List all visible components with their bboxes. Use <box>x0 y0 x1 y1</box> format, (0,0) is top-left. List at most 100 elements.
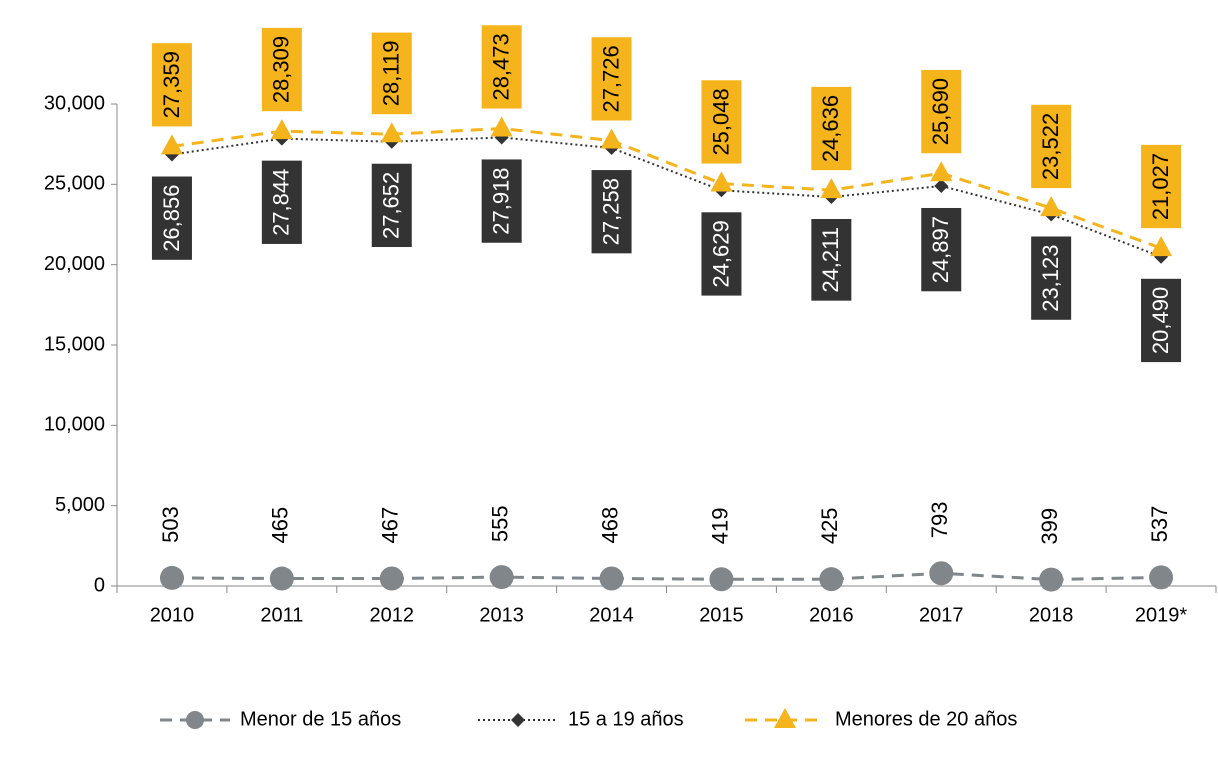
label-box <box>1141 278 1182 363</box>
data-label: 503 <box>158 506 183 543</box>
label-box <box>1031 236 1072 320</box>
data-label-group: 27,918 <box>481 159 522 243</box>
point <box>160 134 183 155</box>
data-label-group: 537 <box>1147 506 1172 543</box>
y-tick-label: 15,000 <box>44 333 105 355</box>
point <box>599 566 624 591</box>
y-tick-label: 10,000 <box>44 414 105 436</box>
data-label: 24,211 <box>818 227 843 293</box>
data-label: 24,629 <box>708 220 733 287</box>
label-box <box>371 163 412 248</box>
data-label: 23,522 <box>1038 113 1063 180</box>
data-label: 555 <box>487 505 512 542</box>
data-label-group: 24,897 <box>921 207 962 292</box>
data-label-group: 419 <box>707 508 732 545</box>
data-label: 467 <box>378 507 403 544</box>
data-label-group: 24,629 <box>701 212 742 296</box>
data-label: 399 <box>1037 508 1062 545</box>
series-line <box>171 127 1162 250</box>
data-label: 537 <box>1147 506 1172 543</box>
data-label-group: 467 <box>378 507 403 544</box>
data-label-group: 27,359 <box>151 43 192 127</box>
data-label: 28,309 <box>269 36 294 103</box>
legend-marker <box>511 713 525 727</box>
point <box>1040 196 1063 217</box>
data-label: 20,490 <box>1148 287 1173 354</box>
point <box>1039 567 1064 592</box>
label-box <box>591 170 632 254</box>
data-label-group: 21,027 <box>1141 144 1182 229</box>
point <box>819 567 844 592</box>
x-tick-label: 2016 <box>809 604 854 626</box>
point <box>269 566 294 591</box>
data-label: 28,119 <box>379 41 404 107</box>
label-box <box>151 43 192 127</box>
point <box>1150 236 1173 257</box>
label-box <box>1141 144 1182 229</box>
x-tick-label: 2010 <box>150 604 195 626</box>
point <box>600 128 623 149</box>
label-box <box>261 160 302 244</box>
data-label: 21,027 <box>1148 153 1173 220</box>
data-label: 25,048 <box>708 88 733 155</box>
point <box>270 119 293 140</box>
label-box <box>481 159 522 243</box>
label-box <box>1031 104 1072 189</box>
data-label-group: 793 <box>927 502 952 539</box>
label-box <box>701 80 742 164</box>
data-label-group: 20,490 <box>1141 278 1182 363</box>
y-tick-label: 0 <box>94 574 105 596</box>
data-label-group: 23,522 <box>1031 104 1072 189</box>
data-label: 27,844 <box>269 169 294 236</box>
point <box>490 116 513 137</box>
data-label: 24,897 <box>928 216 953 283</box>
x-tick-label: 2012 <box>370 604 415 626</box>
x-tick-label: 2019* <box>1135 604 1187 626</box>
point <box>934 178 949 193</box>
data-label: 27,726 <box>598 45 623 112</box>
series-line <box>171 571 1162 582</box>
legend-label: 15 a 19 años <box>568 708 684 730</box>
point <box>930 161 953 182</box>
data-label-group: 27,726 <box>591 37 632 121</box>
point <box>489 565 514 590</box>
data-label-group: 28,309 <box>261 27 302 112</box>
legend-marker <box>186 711 204 729</box>
data-label: 28,473 <box>488 33 513 100</box>
data-label-group: 23,123 <box>1031 236 1072 320</box>
data-label-group: 425 <box>817 507 842 544</box>
point <box>380 122 403 143</box>
x-tick-label: 2017 <box>919 604 964 626</box>
data-label-group: 27,844 <box>261 160 302 244</box>
label-box <box>921 207 962 292</box>
point <box>709 567 734 592</box>
legend-label: Menores de 20 años <box>835 708 1017 730</box>
data-label: 425 <box>817 507 842 544</box>
data-label-group: 25,690 <box>921 69 962 154</box>
data-label: 24,636 <box>818 95 843 162</box>
label-box <box>811 86 852 171</box>
data-label-group: 28,119 <box>371 32 412 115</box>
data-label-group: 465 <box>268 507 293 544</box>
series-line <box>171 136 1162 258</box>
legend-marker <box>774 708 796 728</box>
legend-label: Menor de 15 años <box>240 708 401 730</box>
data-label-group: 25,048 <box>701 80 742 164</box>
y-tick-label: 25,000 <box>44 173 105 195</box>
x-tick-label: 2015 <box>699 604 744 626</box>
point <box>1149 565 1174 590</box>
point <box>710 171 733 192</box>
data-label: 468 <box>597 507 622 544</box>
data-label: 793 <box>927 502 952 539</box>
y-tick-label: 5,000 <box>55 494 105 516</box>
data-label-group: 24,211 <box>811 219 852 301</box>
data-label-group: 399 <box>1037 508 1062 545</box>
label-box <box>591 37 632 121</box>
data-label-group: 26,856 <box>151 176 192 260</box>
data-label-group: 468 <box>597 507 622 544</box>
data-label-group: 27,652 <box>371 163 412 248</box>
data-label: 25,690 <box>928 78 953 145</box>
y-tick-label: 30,000 <box>44 92 105 114</box>
data-label: 27,652 <box>379 172 404 239</box>
